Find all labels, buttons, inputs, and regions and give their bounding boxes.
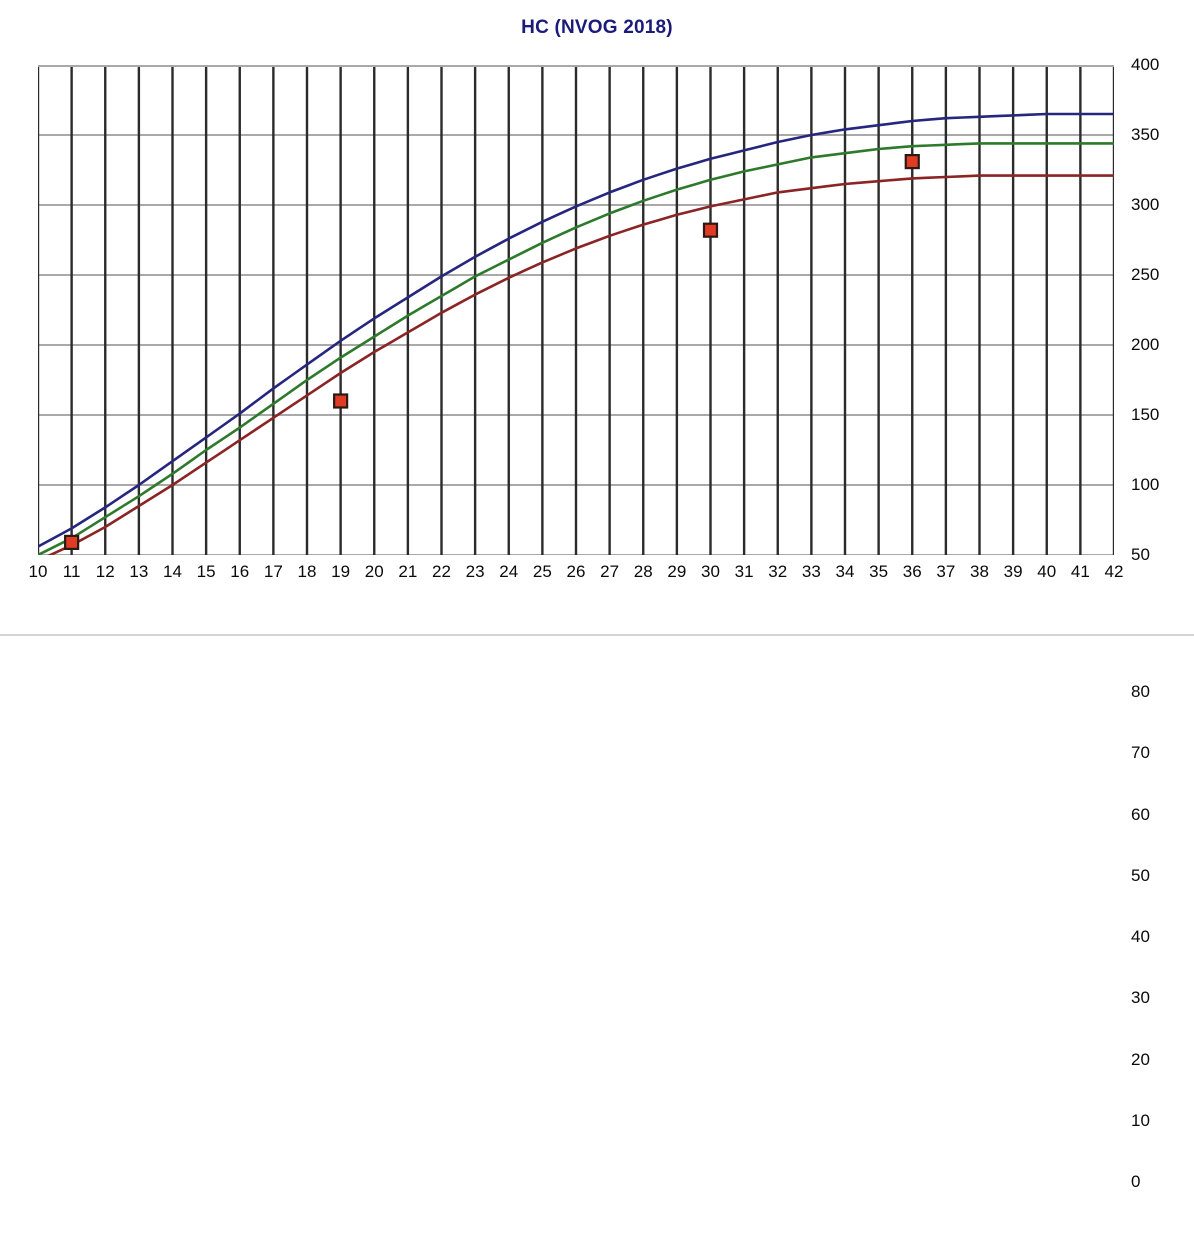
x-tick-label: 25 <box>532 562 552 581</box>
y-tick-label: 350 <box>1131 125 1160 144</box>
measurement-marker <box>333 393 349 409</box>
x-tick-label: 36 <box>902 562 922 581</box>
hc-chart-title: HC (NVOG 2018) <box>521 17 673 38</box>
x-tick-label: 23 <box>465 562 485 581</box>
x-tick-label: 26 <box>566 562 586 581</box>
y-tick-label: 20 <box>1131 1049 1150 1069</box>
x-tick-label: 24 <box>499 562 519 581</box>
y-tick-label: 80 <box>1131 682 1150 701</box>
y-tick-label: 50 <box>1131 545 1150 564</box>
measurement-marker <box>904 153 920 170</box>
y-tick-label: 70 <box>1131 743 1150 763</box>
x-tick-label: 41 <box>1070 562 1090 581</box>
x-tick-label: 32 <box>768 562 788 581</box>
percentile-curve-p95 <box>38 112 1114 548</box>
x-tick-label: 40 <box>1037 562 1057 581</box>
x-tick-label: 39 <box>1003 562 1023 581</box>
x-tick-label: 38 <box>970 562 989 581</box>
hc-plot-svg <box>38 65 1114 555</box>
x-tick-label: 12 <box>95 562 115 581</box>
y-tick-label: 400 <box>1131 55 1160 74</box>
y-tick-label: 300 <box>1131 195 1160 214</box>
percentile-curve-p5 <box>47 174 1114 555</box>
x-tick-label: 21 <box>398 562 418 581</box>
y-tick-label: 0 <box>1131 1172 1141 1191</box>
x-tick-label: 18 <box>297 562 317 581</box>
x-tick-label: 29 <box>667 562 687 581</box>
measurement-marker <box>702 222 719 238</box>
x-tick-label: 33 <box>801 562 821 581</box>
y-tick-label: 200 <box>1131 335 1160 354</box>
y-tick-label: 40 <box>1131 927 1150 946</box>
x-tick-label: 37 <box>936 562 956 581</box>
x-tick-label: 15 <box>196 562 216 581</box>
hc-chart-panel: HC (NVOG 2018) 10 11 12 13 14 15 16 17 18 19 20 21 2… <box>0 17 1194 588</box>
x-tick-label: 14 <box>163 562 182 581</box>
x-tick-label: 19 <box>331 562 351 581</box>
x-tick-label: 11 <box>62 562 81 581</box>
x-tick-label: 10 <box>28 562 48 581</box>
x-tick-label: 31 <box>734 562 754 581</box>
x-tick-label: 20 <box>364 562 384 581</box>
x-tick-label: 35 <box>869 562 889 581</box>
x-tick-label: 17 <box>263 562 283 581</box>
x-tick-label: 16 <box>230 562 250 581</box>
x-tick-label: 42 <box>1104 562 1124 581</box>
y-tick-label: 100 <box>1131 475 1160 494</box>
hc-plot-area <box>38 65 1114 555</box>
x-tick-label: 22 <box>432 562 451 581</box>
hc-x-axis-labels: 10 11 12 13 14 15 16 17 18 19 20 21 22 23 24 25 26 27 28 29… <box>0 562 1194 588</box>
x-tick-label: 30 <box>701 562 720 581</box>
y-tick-label: 250 <box>1131 265 1160 284</box>
x-tick-label: 28 <box>633 562 653 581</box>
x-tick-label: 34 <box>835 562 855 581</box>
x-tick-label: 13 <box>129 562 149 581</box>
panel-divider <box>0 634 1194 636</box>
y-tick-label: 150 <box>1131 405 1160 424</box>
y-tick-label: 10 <box>1131 1110 1150 1130</box>
x-tick-label: 27 <box>600 562 620 581</box>
measurement-marker <box>64 534 80 550</box>
y-tick-label: 30 <box>1131 988 1150 1008</box>
percentile-curve-p50 <box>38 142 1114 555</box>
femur-chart-panel: femur (NVOG 2018) 1213141516171819202122… <box>0 637 1194 1246</box>
y-tick-label: 60 <box>1131 804 1150 824</box>
y-tick-label: 50 <box>1131 865 1150 885</box>
